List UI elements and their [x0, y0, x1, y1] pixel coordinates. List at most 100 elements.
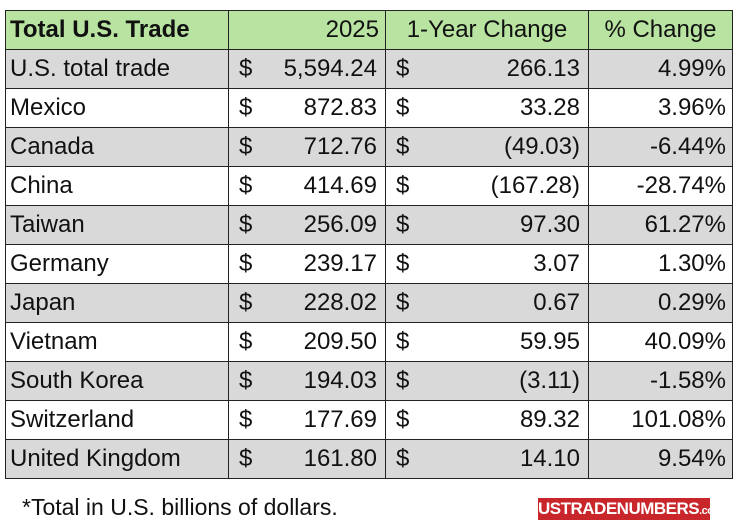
amount-cell: $14.10 — [385, 439, 589, 479]
amount: 59.95 — [519, 328, 580, 355]
amount: 0.67 — [533, 289, 580, 316]
currency-sign: $ — [396, 55, 410, 82]
country-cell: Vietnam — [5, 322, 229, 362]
currency-sign: $ — [396, 133, 410, 160]
data-row: Vietnam $209.50 $59.95 40.09% — [5, 322, 733, 362]
currency-sign: $ — [396, 328, 410, 355]
amount: 161.80 — [303, 445, 377, 472]
data-row: Taiwan $256.09 $97.30 61.27% — [5, 205, 733, 245]
header-row: Total U.S. Trade 2025 1-Year Change% Chang… — [5, 10, 733, 50]
header-cell: 2025 — [228, 10, 386, 50]
amount-cell: $228.02 — [228, 283, 386, 323]
amount: 33.28 — [519, 94, 580, 121]
amount: 414.69 — [303, 172, 377, 199]
amount: 872.83 — [303, 94, 377, 121]
header-cell: % Change — [588, 10, 733, 50]
amount-cell: $209.50 — [228, 322, 386, 362]
currency-sign: $ — [396, 172, 410, 199]
currency-sign: $ — [396, 367, 410, 394]
amount-cell: $194.03 — [228, 361, 386, 401]
amount-cell: $ (49.03) — [385, 127, 589, 167]
percent-cell: 9.54% — [588, 439, 733, 479]
amount-cell: $5,594.24 — [228, 49, 386, 89]
percent-cell: 1.30% — [588, 244, 733, 284]
amount: 14.10 — [519, 445, 580, 472]
currency-sign: $ — [396, 445, 410, 472]
country-cell: China — [5, 166, 229, 206]
amount: (167.28) — [490, 172, 580, 199]
currency-sign: $ — [239, 172, 253, 199]
amount-cell: $59.95 — [385, 322, 589, 362]
data-row: Japan $228.02 $0.67 0.29% — [5, 283, 733, 323]
amount-cell: $89.32 — [385, 400, 589, 440]
currency-sign: $ — [239, 211, 253, 238]
amount-cell: $33.28 — [385, 88, 589, 128]
amount: 256.09 — [303, 211, 377, 238]
currency-sign: $ — [239, 289, 253, 316]
country-cell: Taiwan — [5, 205, 229, 245]
data-row: U.S. total trade $5,594.24 $266.13 4.99% — [5, 49, 733, 89]
data-row: United Kingdom $161.80 $14.10 9.54% — [5, 439, 733, 479]
country-cell: United Kingdom — [5, 439, 229, 479]
amount: 266.13 — [506, 55, 580, 82]
percent-cell: 61.27% — [588, 205, 733, 245]
data-row: Canada $712.76 $ (49.03) -6.44% — [5, 127, 733, 167]
currency-sign: $ — [396, 250, 410, 277]
amount-cell: $872.83 — [228, 88, 386, 128]
currency-sign: $ — [396, 94, 410, 121]
currency-sign: $ — [239, 328, 253, 355]
logo-name: USTRADENUMBERS — [538, 499, 700, 518]
amount-cell: $177.69 — [228, 400, 386, 440]
amount: 89.32 — [519, 406, 580, 433]
percent-cell: 101.08% — [588, 400, 733, 440]
amount-cell: $3.07 — [385, 244, 589, 284]
country-cell: Japan — [5, 283, 229, 323]
data-row: Mexico $872.83 $33.28 3.96% — [5, 88, 733, 128]
amount-cell: $0.67 — [385, 283, 589, 323]
percent-cell: -6.44% — [588, 127, 733, 167]
currency-sign: $ — [239, 133, 253, 160]
amount: 5,594.24 — [283, 55, 377, 82]
country-cell: Canada — [5, 127, 229, 167]
percent-cell: 40.09% — [588, 322, 733, 362]
amount-cell: $256.09 — [228, 205, 386, 245]
amount: 97.30 — [519, 211, 580, 238]
currency-sign: $ — [396, 211, 410, 238]
currency-sign: $ — [396, 406, 410, 433]
header-cell: Total U.S. Trade — [5, 10, 229, 50]
amount: 712.76 — [303, 133, 377, 160]
country-cell: South Korea — [5, 361, 229, 401]
country-cell: U.S. total trade — [5, 49, 229, 89]
percent-cell: 3.96% — [588, 88, 733, 128]
currency-sign: $ — [239, 250, 253, 277]
amount: 228.02 — [303, 289, 377, 316]
header-cell: 1-Year Change — [385, 10, 589, 50]
amount-cell: $712.76 — [228, 127, 386, 167]
amount: 239.17 — [303, 250, 377, 277]
logo-suffix: .com — [699, 505, 723, 517]
data-row: Switzerland $177.69 $89.32 101.08% — [5, 400, 733, 440]
data-row: South Korea $194.03 $ (3.11) -1.58% — [5, 361, 733, 401]
amount-cell: $161.80 — [228, 439, 386, 479]
country-cell: Germany — [5, 244, 229, 284]
percent-cell: -28.74% — [588, 166, 733, 206]
currency-sign: $ — [239, 367, 253, 394]
amount: 177.69 — [303, 406, 377, 433]
amount-cell: $414.69 — [228, 166, 386, 206]
percent-cell: 0.29% — [588, 283, 733, 323]
amount-cell: $239.17 — [228, 244, 386, 284]
currency-sign: $ — [239, 406, 253, 433]
trade-table: Total U.S. Trade 2025 1-Year Change% Chang… — [5, 10, 733, 479]
currency-sign: $ — [239, 55, 253, 82]
amount: 3.07 — [533, 250, 580, 277]
data-row: China $414.69 $ (167.28) -28.74% — [5, 166, 733, 206]
country-cell: Mexico — [5, 88, 229, 128]
logo: USTRADENUMBERS.com — [538, 498, 723, 520]
percent-cell: 4.99% — [588, 49, 733, 89]
currency-sign: $ — [239, 94, 253, 121]
amount: (3.11) — [519, 367, 580, 394]
currency-sign: $ — [239, 445, 253, 472]
footnote: *Total in U.S. billions of dollars. — [22, 494, 338, 520]
amount-cell: $ (3.11) — [385, 361, 589, 401]
